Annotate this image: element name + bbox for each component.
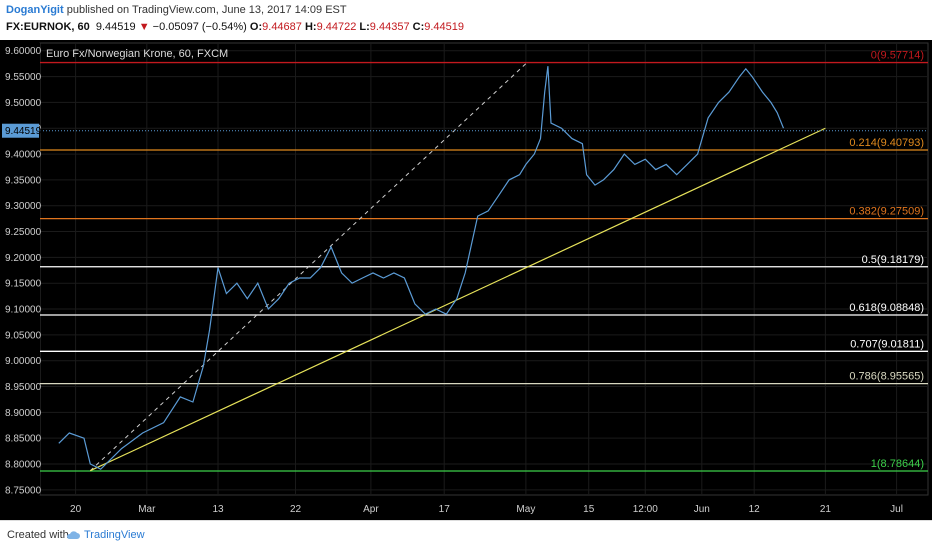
x-tick-label: 13 — [212, 504, 224, 515]
dashed-projection-line — [89, 63, 527, 472]
symbol[interactable]: FX:EURNOK, 60 — [6, 21, 90, 33]
x-tick-label: Apr — [363, 504, 379, 515]
price-chart[interactable]: 0(9.57714) 0.214(9.40793) 0.382(9.27509) 0.… — [0, 40, 932, 520]
low-value: 9.44357 — [369, 21, 410, 33]
y-tick-label: 9.25000 — [5, 227, 42, 238]
y-tick-label: 9.40000 — [5, 150, 42, 161]
chart-area[interactable]: 0(9.57714) 0.214(9.40793) 0.382(9.27509) 0.… — [0, 40, 932, 520]
fib-level-label: 0.382(9.27509) — [849, 206, 924, 218]
fib-level-label: 0.786(8.95565) — [849, 371, 924, 383]
x-tick-label: 17 — [439, 504, 451, 515]
tradingview-cloud-icon — [66, 531, 80, 539]
y-tick-label: 9.15000 — [5, 279, 42, 290]
y-tick-label: 8.80000 — [5, 460, 42, 471]
y-tick-label: 9.10000 — [5, 305, 42, 316]
fib-level-label: 0.5(9.18179) — [862, 254, 924, 266]
author-link[interactable]: DoganYigit — [6, 4, 64, 16]
close-label: C: — [412, 21, 425, 33]
current-price-badge — [2, 123, 39, 138]
price-change: −0.05097 (−0.54%) — [152, 21, 247, 33]
x-tick-label: May — [516, 504, 535, 515]
fib-level-label: 1(8.78644) — [871, 458, 924, 470]
x-tick-label: 12:00 — [633, 504, 658, 515]
x-tick-label: Mar — [138, 504, 156, 515]
current-price-badge-label: 9.44519 — [5, 126, 42, 137]
y-tick-label: 9.00000 — [5, 356, 42, 367]
y-tick-label: 8.95000 — [5, 382, 42, 393]
trend-line — [90, 127, 826, 472]
open-value: 9.44687 — [262, 21, 302, 33]
tradingview-brand[interactable]: TradingView — [84, 529, 145, 541]
close-value: 9.44519 — [424, 21, 464, 33]
open-label: O: — [249, 21, 263, 33]
fib-level-label: 0(9.57714) — [871, 50, 924, 62]
low-label: L: — [359, 21, 370, 33]
last-price: 9.44519 — [95, 21, 136, 33]
symbol-info: FX:EURNOK, 60 9.44519 ▼ −0.05097 (−0.54%… — [6, 21, 464, 33]
y-tick-label: 9.60000 — [5, 46, 42, 57]
price-series-line — [58, 66, 785, 470]
chart-title: Euro Fx/Norwegian Krone, 60, FXCM — [46, 48, 228, 60]
high-value: 9.44722 — [316, 21, 357, 33]
created-with-text: Created with — [7, 529, 69, 541]
header: DoganYigit published on TradingView.com,… — [0, 0, 932, 40]
y-tick-label: 9.50000 — [5, 98, 42, 109]
x-tick-label: 12 — [749, 504, 761, 515]
x-tick-label: 21 — [820, 504, 832, 515]
y-tick-label: 9.05000 — [5, 330, 42, 341]
y-tick-label: 8.75000 — [5, 485, 42, 496]
fib-level-label: 0.707(9.01811) — [850, 338, 924, 350]
publish-text: published on TradingView.com, June 13, 2… — [66, 4, 347, 16]
x-tick-label: 20 — [70, 504, 82, 515]
y-tick-label: 9.20000 — [5, 253, 42, 264]
y-axis-panel — [0, 43, 40, 495]
fib-level-label: 0.618(9.08848) — [849, 302, 924, 314]
footer: Created with TradingView — [0, 520, 932, 551]
x-tick-label: 15 — [583, 504, 595, 515]
down-arrow-icon: ▼ — [138, 21, 150, 33]
y-tick-label: 9.55000 — [5, 72, 42, 83]
x-tick-label: 22 — [290, 504, 302, 515]
y-tick-label: 8.85000 — [5, 434, 42, 445]
x-tick-label: Jul — [890, 504, 903, 515]
x-tick-label: Jun — [694, 504, 710, 515]
publish-info: DoganYigit published on TradingView.com,… — [6, 4, 347, 16]
y-tick-label: 9.30000 — [5, 201, 42, 212]
high-label: H: — [304, 21, 317, 33]
y-tick-label: 9.35000 — [5, 175, 42, 186]
fib-level-label: 0.214(9.40793) — [849, 137, 924, 149]
y-tick-label: 8.90000 — [5, 408, 42, 419]
